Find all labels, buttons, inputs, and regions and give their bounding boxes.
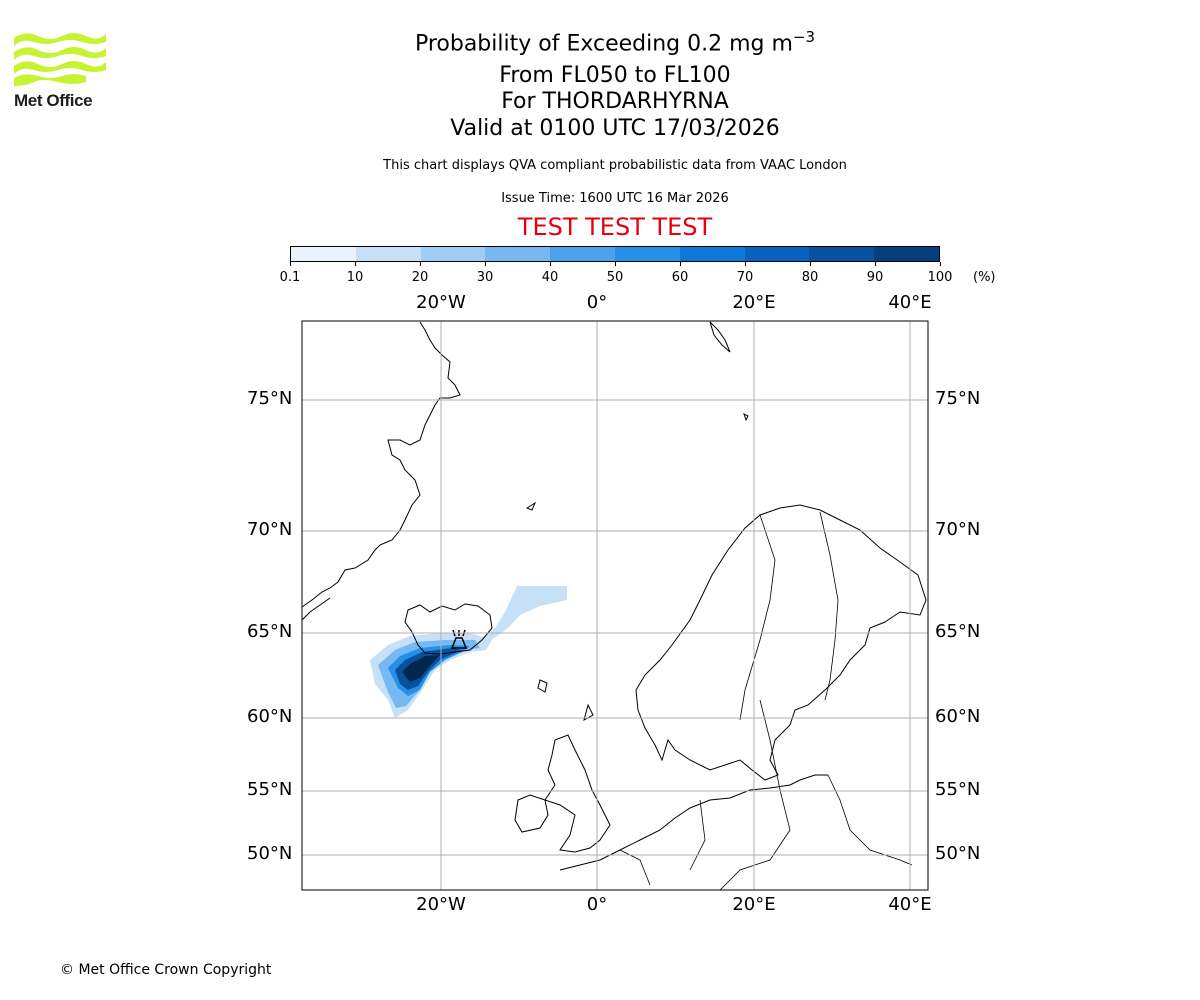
eastern-border bbox=[827, 774, 913, 866]
lon-label-bottom: 40°E bbox=[888, 894, 932, 915]
map-background bbox=[302, 321, 928, 890]
ash-probability-field bbox=[370, 586, 567, 718]
colorbar-tick-label: 50 bbox=[606, 270, 624, 285]
page-title: Probability of Exceeding 0.2 mg m−3 bbox=[0, 28, 1200, 56]
colorbar-segment bbox=[614, 247, 680, 261]
logo-text: Met Office bbox=[14, 91, 93, 110]
colorbar-tick-label: 100 bbox=[927, 270, 953, 285]
colorbar-segment bbox=[355, 247, 421, 261]
map-frame bbox=[301, 320, 929, 891]
colorbar-tick-mark bbox=[290, 262, 291, 266]
colorbar-tick-mark bbox=[420, 262, 421, 266]
colorbar-tick-mark bbox=[875, 262, 876, 266]
lat-label-right: 70°N bbox=[935, 519, 981, 540]
lon-label-bottom: 20°W bbox=[416, 894, 466, 915]
colorbar-tick-label: 20 bbox=[411, 270, 429, 285]
lon-label-bottom: 20°E bbox=[732, 894, 776, 915]
colorbar-segment bbox=[874, 247, 939, 261]
colorbar-segment bbox=[485, 247, 551, 261]
greenland-south-coast bbox=[301, 597, 331, 621]
sweden-finland-border bbox=[819, 511, 839, 701]
title-main: Probability of Exceeding 0.2 mg m bbox=[414, 31, 793, 57]
iceland-coast bbox=[404, 603, 493, 655]
met-office-logo: Met Office bbox=[14, 30, 109, 112]
copyright: © Met Office Crown Copyright bbox=[60, 962, 272, 978]
ash-plume-peak bbox=[402, 655, 440, 682]
volcano-name: For THORDARHYRNA bbox=[501, 89, 729, 114]
country-borders bbox=[619, 511, 913, 891]
test-banner: TEST TEST TEST bbox=[517, 213, 713, 241]
norway-sweden-border bbox=[739, 514, 776, 721]
issue-time: Issue Time: 1600 UTC 16 Mar 2026 bbox=[501, 191, 729, 206]
greenland-coast bbox=[301, 321, 461, 608]
chart-description: This chart displays QVA compliant probab… bbox=[383, 158, 847, 173]
lon-label-top: 40°E bbox=[888, 292, 932, 313]
colorbar-tick-mark bbox=[940, 262, 941, 266]
lat-label-left: 50°N bbox=[247, 843, 293, 864]
colorbar bbox=[290, 246, 940, 262]
colorbar-segment bbox=[291, 247, 356, 261]
coastlines bbox=[301, 321, 927, 871]
great-britain-coast bbox=[544, 734, 611, 853]
lat-label-left: 75°N bbox=[247, 388, 293, 409]
colorbar-tick-mark bbox=[485, 262, 486, 266]
colorbar-tick-label: 0.1 bbox=[279, 270, 301, 285]
colorbar-segment bbox=[420, 247, 486, 261]
title-exponent: −3 bbox=[792, 28, 816, 46]
svalbard-coast bbox=[709, 321, 731, 353]
colorbar-tick-mark bbox=[745, 262, 746, 266]
germany-west-border bbox=[689, 799, 706, 871]
lat-label-left: 60°N bbox=[247, 706, 293, 727]
colorbar-segment bbox=[550, 247, 615, 261]
faroe-islands-coast bbox=[537, 679, 548, 693]
lat-label-right: 65°N bbox=[935, 621, 981, 642]
colorbar-tick-label: 90 bbox=[866, 270, 884, 285]
lat-label-left: 70°N bbox=[247, 519, 293, 540]
colorbar-tick-mark bbox=[355, 262, 356, 266]
lat-label-right: 50°N bbox=[935, 843, 981, 864]
ireland-coast bbox=[514, 794, 549, 833]
colorbar-tick-mark bbox=[680, 262, 681, 266]
colorbar-segment bbox=[744, 247, 810, 261]
bear-island-coast bbox=[743, 413, 749, 422]
lon-label-top: 20°W bbox=[416, 292, 466, 313]
colorbar-tick-mark bbox=[550, 262, 551, 266]
jan-mayen-coast bbox=[525, 501, 537, 511]
colorbar-tick-label: 10 bbox=[346, 270, 364, 285]
colorbar-tick-label: 80 bbox=[801, 270, 819, 285]
colorbar-unit: (%) bbox=[973, 270, 996, 285]
lat-label-left: 55°N bbox=[247, 779, 293, 800]
ash-plume-light bbox=[482, 586, 567, 644]
lon-label-bottom: 0° bbox=[586, 894, 608, 915]
colorbar-tick-mark bbox=[810, 262, 811, 266]
gridlines bbox=[302, 321, 928, 890]
lat-label-right: 75°N bbox=[935, 388, 981, 409]
benelux-border bbox=[619, 849, 651, 886]
baltic-border bbox=[759, 699, 781, 791]
poland-border bbox=[719, 789, 791, 891]
lat-label-right: 60°N bbox=[935, 706, 981, 727]
colorbar-tick-label: 40 bbox=[541, 270, 559, 285]
met-office-wave-icon bbox=[14, 33, 106, 86]
lon-label-top: 0° bbox=[586, 292, 608, 313]
lat-label-left: 65°N bbox=[247, 621, 293, 642]
scandinavia-coast bbox=[635, 504, 927, 781]
colorbar-tick-mark bbox=[615, 262, 616, 266]
valid-time: Valid at 0100 UTC 17/03/2026 bbox=[450, 116, 780, 141]
colorbar-tick-label: 30 bbox=[476, 270, 494, 285]
lon-label-top: 20°E bbox=[732, 292, 776, 313]
colorbar-segment bbox=[679, 247, 745, 261]
colorbar-segment bbox=[809, 247, 875, 261]
lat-label-right: 55°N bbox=[935, 779, 981, 800]
colorbar-tick-label: 70 bbox=[736, 270, 754, 285]
flight-levels: From FL050 to FL100 bbox=[499, 63, 731, 88]
colorbar-tick-label: 60 bbox=[671, 270, 689, 285]
